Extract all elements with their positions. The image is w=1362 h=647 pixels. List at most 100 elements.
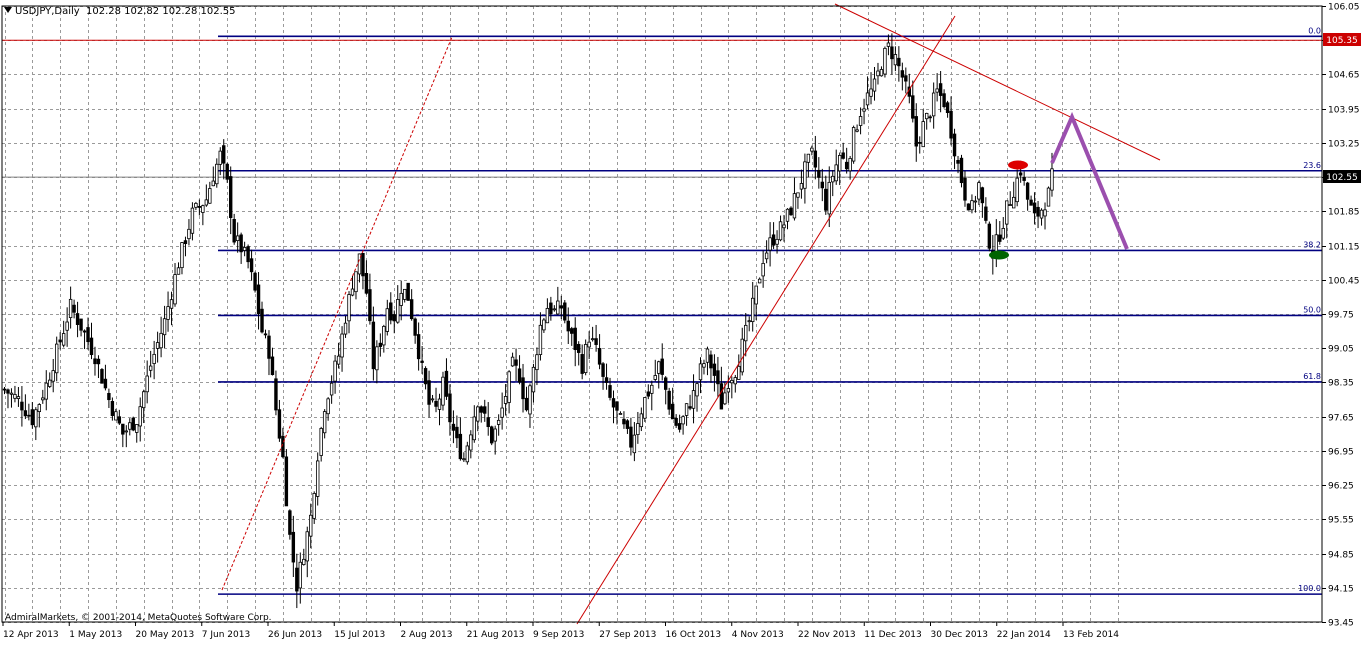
candle-body <box>712 363 717 376</box>
candle-body <box>577 343 581 353</box>
candle-body <box>604 377 609 383</box>
ohlc-readout: 102.28 102.82 102.28 102.55 <box>86 6 236 17</box>
candle-body <box>423 368 428 385</box>
y-tick-label: 96.25 <box>1328 482 1354 492</box>
candle-body <box>145 375 149 393</box>
y-tick-label: 96.95 <box>1328 448 1354 458</box>
candle-body <box>730 380 734 384</box>
candle-body <box>378 342 383 347</box>
candle-body <box>350 288 355 296</box>
candle-body <box>632 434 637 454</box>
candle-body <box>646 391 650 397</box>
candle-body <box>469 434 473 451</box>
y-tick-label: 97.65 <box>1328 414 1354 424</box>
candle-body <box>37 404 41 412</box>
candle-body <box>48 379 52 387</box>
candle-body <box>79 318 83 331</box>
candle-body <box>455 426 459 439</box>
candle-body <box>789 207 793 216</box>
candle-body <box>563 302 567 321</box>
candle-body <box>705 348 710 363</box>
falling-trendline <box>834 3 1161 161</box>
candle-body <box>222 145 226 164</box>
candle-body <box>267 335 271 359</box>
candle-body <box>1029 199 1033 206</box>
candle-body <box>152 353 156 364</box>
candle-body <box>486 417 490 428</box>
candle-body <box>723 392 727 405</box>
y-tick-label: 94.85 <box>1328 551 1354 561</box>
candle-body <box>959 157 964 184</box>
candle-body <box>500 407 504 418</box>
candle-body <box>942 93 946 108</box>
y-tick-label: 95.55 <box>1328 516 1354 526</box>
candle-body <box>886 42 891 47</box>
x-tick-label: 13 Feb 2014 <box>1063 630 1119 640</box>
candle-body <box>75 313 80 325</box>
candle-body <box>385 308 389 332</box>
candle-body <box>775 238 779 245</box>
candle-body <box>364 273 369 294</box>
candle-body <box>30 409 35 426</box>
candle-body <box>166 306 170 320</box>
candle-body <box>535 354 539 371</box>
candle-body <box>834 164 838 182</box>
candle-body <box>277 409 282 439</box>
candle-body <box>674 417 678 426</box>
candle-body <box>622 418 626 425</box>
candle-body <box>618 413 623 415</box>
candle-body <box>709 354 713 369</box>
axis-layer: 106.05 105.35 104.65 103.95 103.25 102.55 101.… <box>1 3 1360 640</box>
candle-body <box>183 240 188 245</box>
candle-body <box>420 360 424 363</box>
candle-body <box>507 371 511 403</box>
fib-level-label: 100.0 <box>1298 584 1321 593</box>
candle-body <box>883 47 887 75</box>
rising-trendline <box>576 15 956 625</box>
candle-body <box>458 433 463 460</box>
candle-body <box>570 328 574 334</box>
candle-body <box>935 88 939 93</box>
candle-body <box>785 208 790 222</box>
candle-body <box>838 155 842 172</box>
candle-body <box>1039 209 1044 219</box>
candle-body <box>483 406 487 414</box>
candle-body <box>131 417 135 431</box>
candle-body <box>295 567 299 592</box>
current-price-tag: 102.55 <box>1323 170 1361 183</box>
candle-body <box>2 388 7 391</box>
candle-body <box>820 181 824 189</box>
candle-body <box>858 116 863 126</box>
candle-body <box>733 377 737 385</box>
candle-body <box>890 46 894 60</box>
fib-level-label: 50.0 <box>1303 305 1321 314</box>
candle-body <box>201 205 205 213</box>
candle-body <box>524 397 529 411</box>
candle-body <box>249 258 254 273</box>
x-tick-label: 22 Nov 2013 <box>798 630 856 640</box>
candle-body <box>691 390 696 409</box>
candle-body <box>86 327 90 343</box>
y-tick-label: 98.35 <box>1328 379 1354 389</box>
candle-body <box>218 150 222 165</box>
candle-body <box>228 176 233 218</box>
candle-body <box>204 199 209 206</box>
symbol-dropdown-icon[interactable] <box>4 7 12 13</box>
candle-body <box>336 355 341 365</box>
candle-body <box>608 385 612 398</box>
projection-path <box>1050 111 1129 250</box>
candle-body <box>677 423 682 430</box>
candle-body <box>1032 202 1037 214</box>
candle-body <box>427 380 431 405</box>
current-tag-text: 102.55 <box>1326 173 1358 183</box>
candle-body <box>987 223 992 249</box>
candle-body <box>862 108 866 112</box>
candle-body <box>688 406 692 409</box>
candle-body <box>1012 196 1016 209</box>
fib-level-label: 0.0 <box>1308 26 1321 35</box>
candle-body <box>719 383 724 410</box>
candle-body <box>810 147 814 152</box>
candle-body <box>945 102 950 114</box>
